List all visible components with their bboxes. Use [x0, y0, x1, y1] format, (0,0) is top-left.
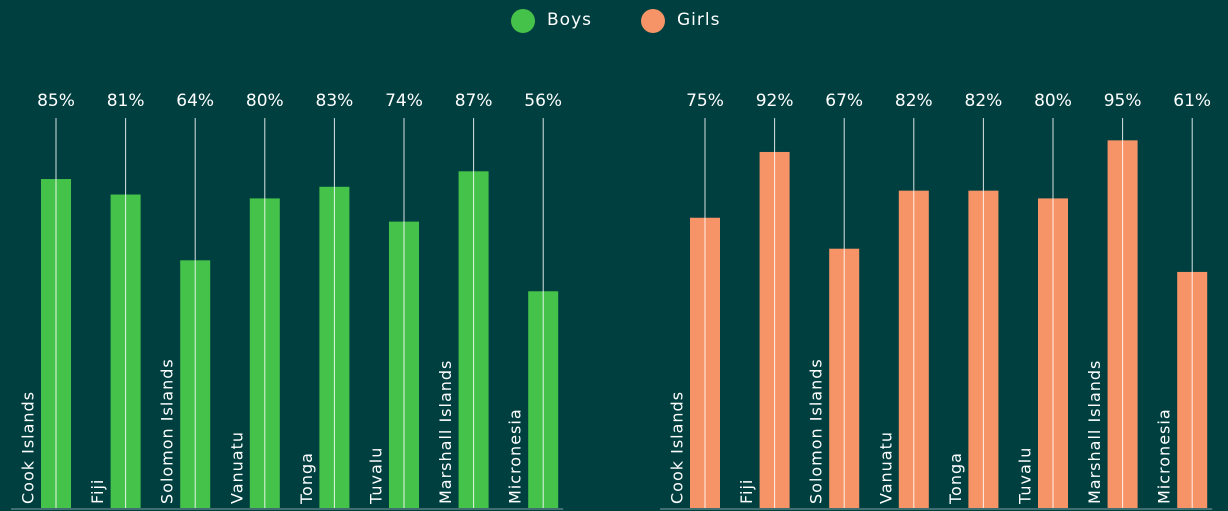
category-label: Tuvalu — [1016, 447, 1035, 505]
category-label: Marshall Islands — [436, 360, 455, 504]
category-label: Vanuatu — [876, 431, 895, 504]
category-label: Tuvalu — [367, 447, 386, 505]
category-label: Vanuatu — [227, 431, 246, 504]
category-label: Cook Islands — [19, 391, 38, 504]
value-label: 80% — [1034, 91, 1072, 111]
legend-label: Boys — [547, 10, 592, 30]
category-label: Fiji — [88, 479, 107, 504]
value-label: 83% — [316, 91, 354, 111]
category-label: Tonga — [946, 452, 965, 505]
value-label: 87% — [455, 91, 493, 111]
category-label: Solomon Islands — [158, 358, 177, 504]
category-label: Solomon Islands — [807, 358, 826, 504]
value-label: 74% — [385, 91, 423, 111]
value-label: 82% — [895, 91, 933, 111]
category-label: Micronesia — [506, 408, 525, 504]
value-label: 82% — [965, 91, 1003, 111]
value-label: 67% — [825, 91, 863, 111]
value-label: 81% — [107, 91, 145, 111]
value-label: 80% — [246, 91, 284, 111]
category-label: Fiji — [737, 479, 756, 504]
category-label: Marshall Islands — [1085, 360, 1104, 504]
value-label: 56% — [524, 91, 562, 111]
category-label: Micronesia — [1155, 408, 1174, 504]
value-label: 75% — [686, 91, 724, 111]
value-label: 64% — [176, 91, 214, 111]
legend-swatch — [641, 9, 665, 33]
value-label: 95% — [1104, 91, 1142, 111]
legend-label: Girls — [677, 10, 720, 30]
category-label: Cook Islands — [668, 391, 687, 504]
category-label: Tonga — [297, 452, 316, 505]
value-label: 85% — [37, 91, 75, 111]
legend-swatch — [511, 9, 535, 33]
value-label: 92% — [756, 91, 794, 111]
value-label: 61% — [1173, 91, 1211, 111]
